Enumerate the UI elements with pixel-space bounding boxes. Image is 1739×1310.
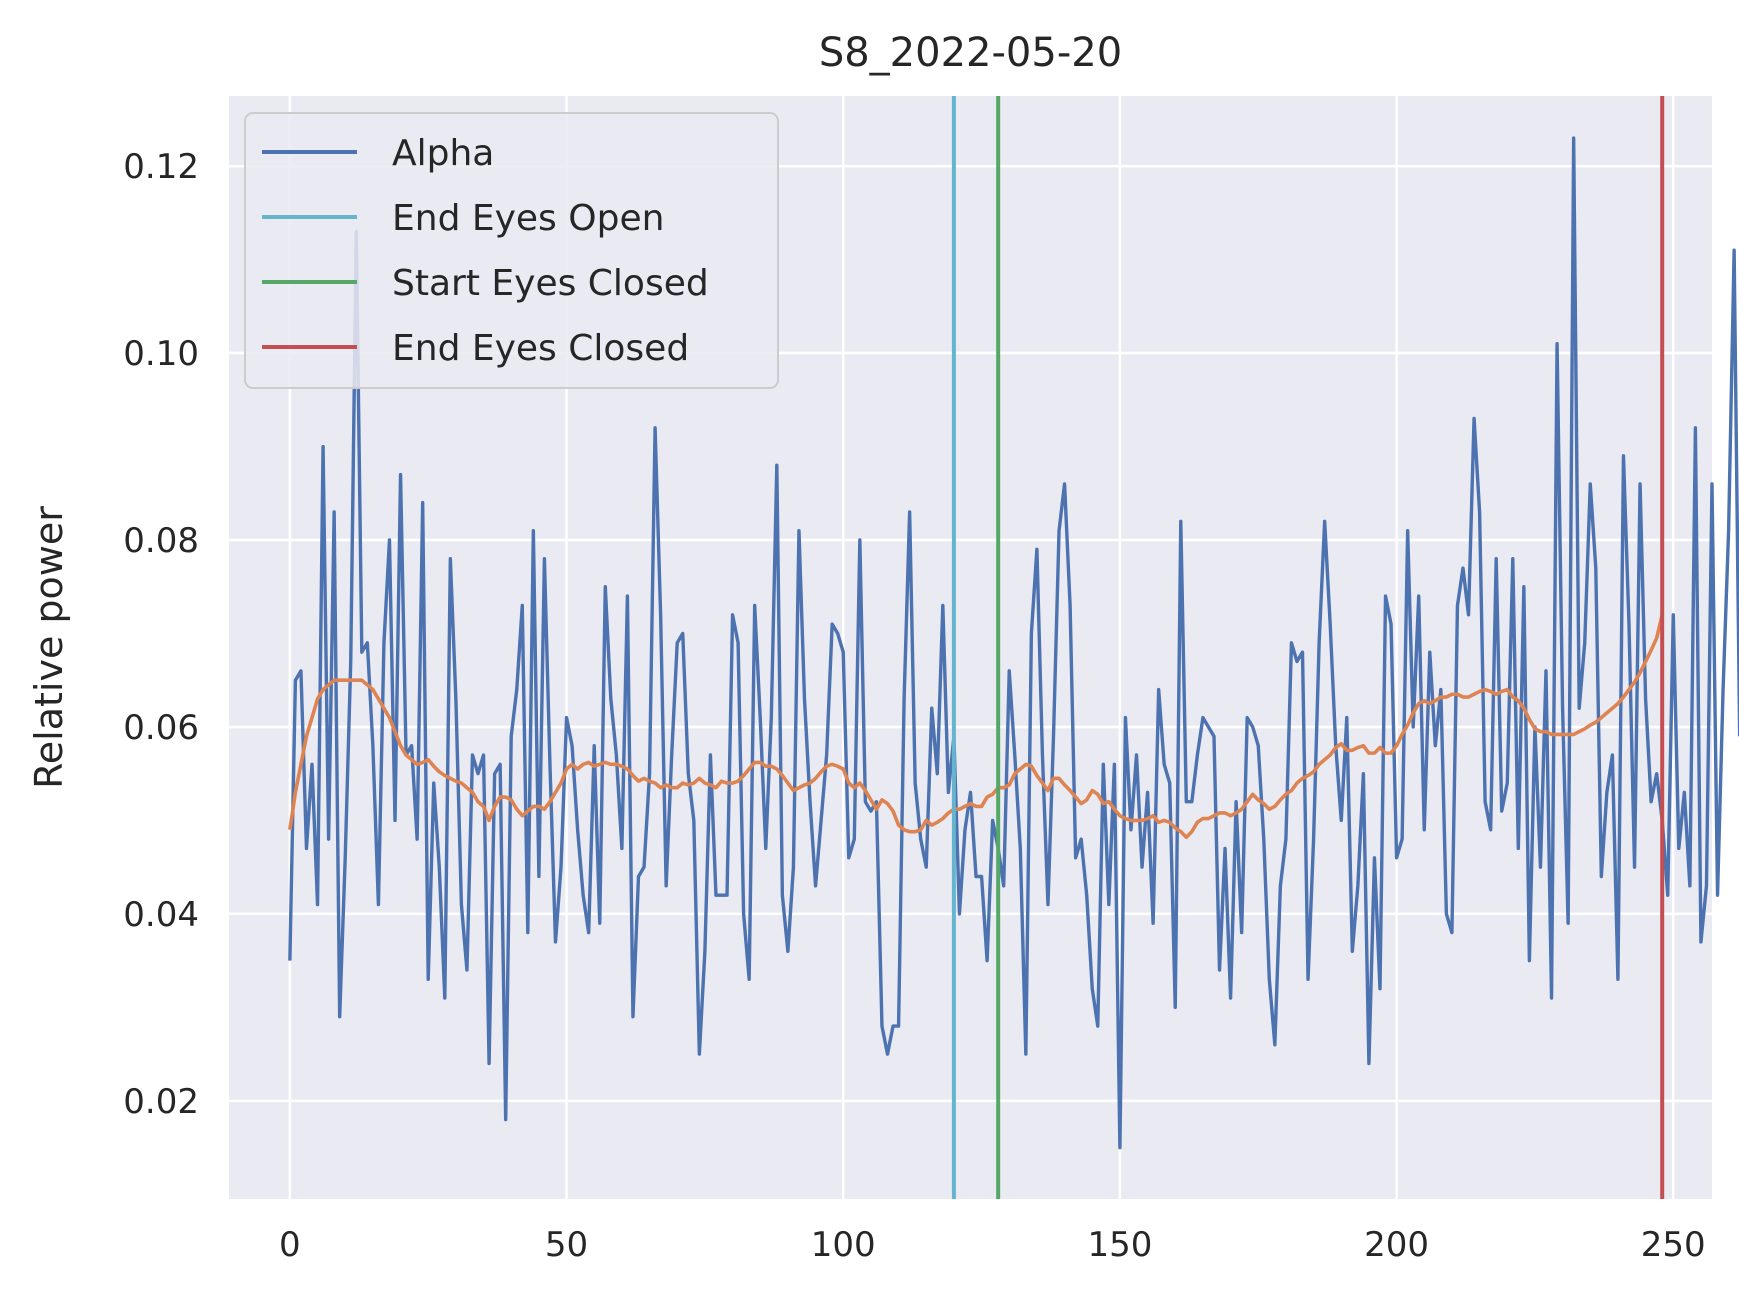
legend-end-eyes-open-label: End Eyes Open — [392, 198, 664, 239]
tick-labels: 0 50 100 150 200 250 0.02 0.04 0.06 0.08 0.10 0.12 — [123, 147, 1705, 1265]
y-axis-label: Relative power — [27, 506, 71, 789]
y-tick-label: 0.02 — [123, 1082, 199, 1122]
x-tick-label: 150 — [1087, 1225, 1152, 1265]
y-tick-label: 0.12 — [123, 147, 199, 187]
y-tick-label: 0.06 — [123, 708, 199, 748]
event-lines — [951, 96, 1665, 1199]
x-tick-label: 50 — [545, 1225, 588, 1265]
x-tick-label: 0 — [279, 1225, 301, 1265]
y-tick-label: 0.10 — [123, 334, 199, 374]
x-tick-label: 250 — [1641, 1225, 1706, 1265]
legend-alpha-label: Alpha — [392, 133, 494, 174]
alpha-series-line — [288, 136, 1739, 1150]
x-tick-label: 100 — [811, 1225, 876, 1265]
y-tick-label: 0.08 — [123, 521, 199, 561]
legend-box — [244, 112, 779, 389]
series-layer — [288, 136, 1739, 1150]
y-tick-label: 0.04 — [123, 895, 199, 935]
smoothed-trend-line — [288, 614, 1664, 840]
legend-start-eyes-closed-label: Start Eyes Closed — [392, 263, 709, 304]
legend-end-eyes-closed-label: End Eyes Closed — [392, 328, 689, 369]
chart-title: S8_2022-05-20 — [819, 30, 1122, 76]
legend: Alpha End Eyes Open Start Eyes Closed End E… — [244, 112, 779, 389]
x-tick-label: 200 — [1364, 1225, 1429, 1265]
